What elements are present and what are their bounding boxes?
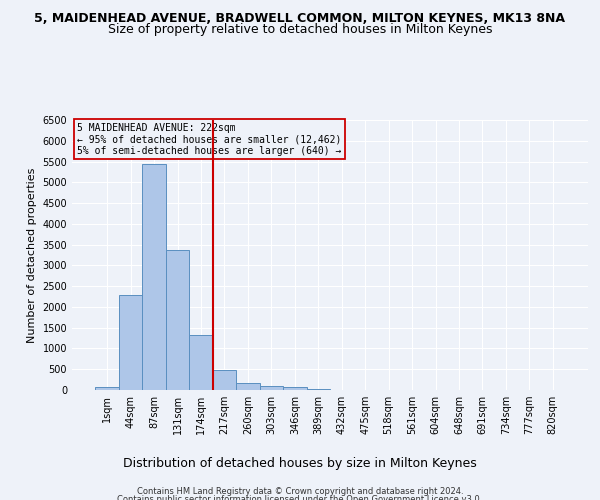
Y-axis label: Number of detached properties: Number of detached properties [27, 168, 37, 342]
Text: Size of property relative to detached houses in Milton Keynes: Size of property relative to detached ho… [108, 22, 492, 36]
Text: 5, MAIDENHEAD AVENUE, BRADWELL COMMON, MILTON KEYNES, MK13 8NA: 5, MAIDENHEAD AVENUE, BRADWELL COMMON, M… [35, 12, 566, 26]
Bar [307, 389, 330, 390]
Bar [283, 387, 307, 390]
Bar [166, 250, 189, 390]
Bar [236, 383, 260, 390]
Bar [142, 164, 166, 390]
Bar [119, 296, 142, 390]
Bar [260, 386, 283, 390]
Text: Distribution of detached houses by size in Milton Keynes: Distribution of detached houses by size … [123, 458, 477, 470]
Bar [213, 370, 236, 390]
Bar [189, 335, 213, 390]
Text: Contains public sector information licensed under the Open Government Licence v3: Contains public sector information licen… [118, 495, 482, 500]
Text: Contains HM Land Registry data © Crown copyright and database right 2024.: Contains HM Land Registry data © Crown c… [137, 488, 463, 496]
Text: 5 MAIDENHEAD AVENUE: 222sqm
← 95% of detached houses are smaller (12,462)
5% of : 5 MAIDENHEAD AVENUE: 222sqm ← 95% of det… [77, 122, 341, 156]
Bar [95, 387, 119, 390]
